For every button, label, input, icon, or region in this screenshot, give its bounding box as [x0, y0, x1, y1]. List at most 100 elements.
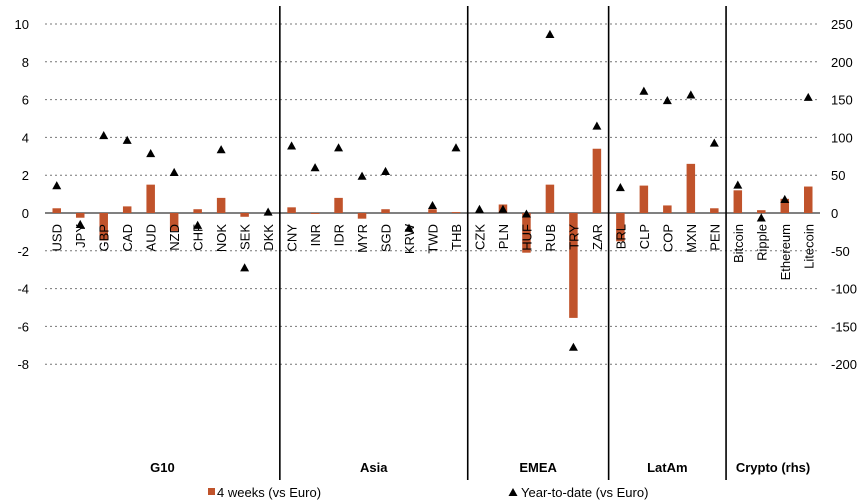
bar — [451, 212, 461, 213]
x-axis-labels: USD JPY GBP CAD AUD NZD CHF NOK SEK DKK CNY INR IDR M… — [50, 223, 817, 280]
bar — [757, 210, 766, 213]
x-tick-label: Litecoin — [801, 224, 816, 269]
x-tick-label: TRY — [566, 224, 581, 250]
x-tick-label: COP — [660, 224, 675, 252]
triangle-point — [756, 213, 766, 222]
y-tick-left: 10 — [15, 17, 29, 32]
triangle-point — [52, 181, 62, 190]
y-tick-left: 0 — [22, 206, 29, 221]
y-tick-right: -200 — [831, 357, 857, 372]
bar — [146, 184, 155, 213]
bar-series — [52, 148, 813, 318]
bar — [592, 148, 602, 213]
x-tick-label: Ripple — [754, 224, 769, 261]
bar — [75, 213, 85, 218]
bar — [381, 209, 390, 213]
triangle-point — [428, 200, 437, 210]
x-tick-label: AUD — [144, 224, 159, 251]
triangle-point — [122, 135, 132, 144]
triangle-point — [404, 223, 414, 232]
triangle-point — [780, 194, 790, 203]
group-label: EMEA — [519, 460, 557, 475]
triangle-point — [545, 29, 555, 38]
x-tick-label: HUF — [519, 224, 534, 251]
triangle-point — [169, 167, 179, 176]
x-tick-label: NOK — [214, 224, 229, 253]
bar — [334, 197, 343, 213]
triangle-point — [193, 220, 203, 229]
y-tick-left: -8 — [17, 357, 29, 372]
group-label: LatAm — [647, 460, 687, 475]
x-tick-label: PLN — [496, 224, 511, 249]
bar — [663, 205, 672, 213]
triangle-point — [146, 148, 156, 158]
triangle-point — [568, 342, 578, 351]
bar — [310, 213, 320, 214]
y-tick-left: 6 — [22, 93, 29, 108]
triangle-point — [686, 90, 696, 99]
y-tick-right: -50 — [831, 244, 850, 259]
x-tick-label: USD — [50, 224, 65, 251]
y-tick-right: -100 — [831, 282, 857, 297]
bar — [216, 197, 226, 213]
bar — [287, 207, 296, 213]
bar — [522, 213, 531, 253]
triangle-point — [662, 96, 672, 105]
y-tick-right: 0 — [831, 206, 838, 221]
triangle-point — [521, 209, 531, 218]
legend-label-ytd: Year-to-date (vs Euro) — [521, 485, 648, 500]
triangle-point — [639, 86, 649, 95]
x-tick-label: INR — [308, 224, 323, 246]
bar — [240, 213, 249, 217]
x-tick-label: BRL — [613, 224, 628, 249]
triangle-point — [263, 207, 273, 216]
triangle-point — [451, 143, 461, 152]
x-tick-label: CLP — [637, 224, 652, 249]
group-label: Asia — [360, 460, 388, 475]
bar — [804, 186, 813, 213]
legend-label-4-weeks: 4 weeks (vs Euro) — [217, 485, 321, 500]
y-tick-right: 250 — [831, 17, 853, 32]
bar — [122, 206, 132, 213]
bar — [545, 184, 555, 213]
y-tick-right: 200 — [831, 55, 853, 70]
bar — [686, 163, 696, 213]
bar — [169, 213, 179, 231]
triangle-point — [216, 145, 226, 154]
bar — [710, 208, 719, 213]
legend-swatch-bar — [208, 488, 215, 495]
legend: 4 weeks (vs Euro) Year-to-date (vs Euro) — [208, 485, 648, 500]
y-axis-left: -8 -6 -4 -2 0 2 4 6 8 10 — [15, 17, 29, 372]
x-tick-label: CZK — [472, 224, 487, 250]
triangle-point — [310, 163, 320, 172]
y-tick-left: -4 — [17, 282, 29, 297]
bar — [639, 185, 649, 213]
group-dividers — [279, 6, 727, 480]
x-tick-label: THB — [449, 224, 464, 250]
triangle-point — [357, 171, 367, 180]
group-labels: G10 Asia EMEA LatAm Crypto (rhs) — [150, 460, 810, 475]
bar — [733, 190, 743, 213]
x-tick-label: TWD — [426, 224, 441, 254]
triangle-point — [334, 143, 344, 152]
x-tick-label: PEN — [707, 224, 722, 251]
triangle-point — [240, 263, 250, 272]
y-tick-left: -2 — [17, 244, 29, 259]
x-tick-label: JPY — [73, 224, 88, 248]
y-tick-right: 150 — [831, 93, 853, 108]
x-tick-label: SGD — [379, 224, 394, 252]
group-label: Crypto (rhs) — [736, 460, 810, 475]
x-tick-label: CNY — [285, 224, 300, 252]
triangle-point — [803, 92, 813, 101]
y-tick-left: 2 — [22, 168, 29, 183]
triangle-point — [287, 141, 297, 150]
bar — [193, 209, 202, 213]
triangle-point — [592, 121, 602, 130]
triangle-point — [709, 138, 719, 147]
bar — [616, 213, 625, 242]
x-tick-label: Ethereum — [778, 224, 793, 280]
y-axis-right: -200 -150 -100 -50 0 50 100 150 200 250 — [831, 17, 857, 372]
y-tick-left: 4 — [22, 130, 29, 145]
y-tick-right: 50 — [831, 168, 845, 183]
